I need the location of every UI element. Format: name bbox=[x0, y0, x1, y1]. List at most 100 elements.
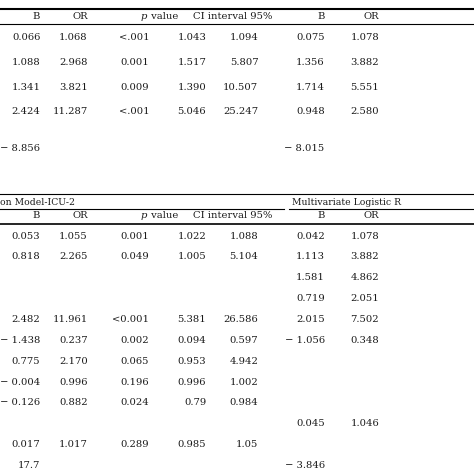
Text: − 0.126: − 0.126 bbox=[0, 399, 40, 407]
Text: <.001: <.001 bbox=[118, 34, 149, 42]
Text: p: p bbox=[141, 12, 147, 21]
Text: 1.088: 1.088 bbox=[229, 232, 258, 240]
Text: 0.001: 0.001 bbox=[120, 232, 149, 240]
Text: 0.818: 0.818 bbox=[11, 253, 40, 261]
Text: OR: OR bbox=[364, 12, 379, 21]
Text: 1.043: 1.043 bbox=[177, 34, 206, 42]
Text: 0.882: 0.882 bbox=[59, 399, 88, 407]
Text: 1.002: 1.002 bbox=[229, 378, 258, 386]
Text: OR: OR bbox=[364, 211, 379, 220]
Text: − 3.846: − 3.846 bbox=[284, 461, 325, 470]
Text: 0.196: 0.196 bbox=[121, 378, 149, 386]
Text: 1.356: 1.356 bbox=[296, 58, 325, 67]
Text: 1.078: 1.078 bbox=[350, 34, 379, 42]
Text: 11.287: 11.287 bbox=[53, 108, 88, 116]
Text: 7.502: 7.502 bbox=[351, 315, 379, 324]
Text: <0.001: <0.001 bbox=[112, 315, 149, 324]
Text: 1.113: 1.113 bbox=[296, 253, 325, 261]
Text: 1.055: 1.055 bbox=[59, 232, 88, 240]
Text: 2.170: 2.170 bbox=[59, 357, 88, 365]
Text: B: B bbox=[317, 211, 325, 220]
Text: 5.381: 5.381 bbox=[177, 315, 206, 324]
Text: p: p bbox=[141, 211, 147, 220]
Text: 0.065: 0.065 bbox=[121, 357, 149, 365]
Text: 25.247: 25.247 bbox=[223, 108, 258, 116]
Text: 0.996: 0.996 bbox=[178, 378, 206, 386]
Text: OR: OR bbox=[72, 211, 88, 220]
Text: 17.7: 17.7 bbox=[18, 461, 40, 470]
Text: 2.424: 2.424 bbox=[11, 108, 40, 116]
Text: 1.05: 1.05 bbox=[236, 440, 258, 449]
Text: 0.996: 0.996 bbox=[59, 378, 88, 386]
Text: 2.580: 2.580 bbox=[351, 108, 379, 116]
Text: 3.882: 3.882 bbox=[351, 253, 379, 261]
Text: 0.094: 0.094 bbox=[177, 336, 206, 345]
Text: OR: OR bbox=[72, 12, 88, 21]
Text: 1.088: 1.088 bbox=[11, 58, 40, 67]
Text: CI interval 95%: CI interval 95% bbox=[192, 12, 272, 21]
Text: 0.237: 0.237 bbox=[59, 336, 88, 345]
Text: 0.049: 0.049 bbox=[120, 253, 149, 261]
Text: 4.942: 4.942 bbox=[229, 357, 258, 365]
Text: 0.719: 0.719 bbox=[296, 294, 325, 303]
Text: 26.586: 26.586 bbox=[224, 315, 258, 324]
Text: 0.948: 0.948 bbox=[296, 108, 325, 116]
Text: 1.022: 1.022 bbox=[177, 232, 206, 240]
Text: 3.882: 3.882 bbox=[351, 58, 379, 67]
Text: on Model-ICU-2: on Model-ICU-2 bbox=[0, 199, 75, 207]
Text: B: B bbox=[33, 12, 40, 21]
Text: 2.265: 2.265 bbox=[59, 253, 88, 261]
Text: 1.341: 1.341 bbox=[11, 83, 40, 91]
Text: 1.390: 1.390 bbox=[177, 83, 206, 91]
Text: − 8.015: − 8.015 bbox=[284, 144, 325, 153]
Text: 0.002: 0.002 bbox=[121, 336, 149, 345]
Text: 5.807: 5.807 bbox=[230, 58, 258, 67]
Text: 1.017: 1.017 bbox=[59, 440, 88, 449]
Text: 5.551: 5.551 bbox=[350, 83, 379, 91]
Text: − 0.004: − 0.004 bbox=[0, 378, 40, 386]
Text: 1.078: 1.078 bbox=[350, 232, 379, 240]
Text: CI interval 95%: CI interval 95% bbox=[192, 211, 272, 220]
Text: Multivariate Logistic R: Multivariate Logistic R bbox=[292, 199, 401, 207]
Text: 2.051: 2.051 bbox=[350, 294, 379, 303]
Text: value: value bbox=[148, 12, 178, 21]
Text: 0.289: 0.289 bbox=[121, 440, 149, 449]
Text: 0.79: 0.79 bbox=[184, 399, 206, 407]
Text: 2.482: 2.482 bbox=[11, 315, 40, 324]
Text: 0.053: 0.053 bbox=[12, 232, 40, 240]
Text: 0.017: 0.017 bbox=[11, 440, 40, 449]
Text: 0.775: 0.775 bbox=[12, 357, 40, 365]
Text: 0.953: 0.953 bbox=[178, 357, 206, 365]
Text: 1.068: 1.068 bbox=[59, 34, 88, 42]
Text: 0.024: 0.024 bbox=[120, 399, 149, 407]
Text: 1.581: 1.581 bbox=[296, 273, 325, 282]
Text: − 1.056: − 1.056 bbox=[284, 336, 325, 345]
Text: 0.597: 0.597 bbox=[230, 336, 258, 345]
Text: value: value bbox=[148, 211, 178, 220]
Text: 0.075: 0.075 bbox=[296, 34, 325, 42]
Text: 0.066: 0.066 bbox=[12, 34, 40, 42]
Text: 1.714: 1.714 bbox=[296, 83, 325, 91]
Text: 10.507: 10.507 bbox=[223, 83, 258, 91]
Text: 1.046: 1.046 bbox=[350, 419, 379, 428]
Text: 0.985: 0.985 bbox=[178, 440, 206, 449]
Text: 1.094: 1.094 bbox=[229, 34, 258, 42]
Text: B: B bbox=[317, 12, 325, 21]
Text: 4.862: 4.862 bbox=[351, 273, 379, 282]
Text: 0.001: 0.001 bbox=[120, 58, 149, 67]
Text: 0.009: 0.009 bbox=[121, 83, 149, 91]
Text: 2.015: 2.015 bbox=[296, 315, 325, 324]
Text: 1.005: 1.005 bbox=[177, 253, 206, 261]
Text: 5.104: 5.104 bbox=[229, 253, 258, 261]
Text: <.001: <.001 bbox=[118, 108, 149, 116]
Text: 11.961: 11.961 bbox=[53, 315, 88, 324]
Text: − 1.438: − 1.438 bbox=[0, 336, 40, 345]
Text: 0.348: 0.348 bbox=[350, 336, 379, 345]
Text: 1.517: 1.517 bbox=[177, 58, 206, 67]
Text: 5.046: 5.046 bbox=[178, 108, 206, 116]
Text: 0.045: 0.045 bbox=[296, 419, 325, 428]
Text: 0.042: 0.042 bbox=[296, 232, 325, 240]
Text: B: B bbox=[33, 211, 40, 220]
Text: 3.821: 3.821 bbox=[59, 83, 88, 91]
Text: 0.984: 0.984 bbox=[229, 399, 258, 407]
